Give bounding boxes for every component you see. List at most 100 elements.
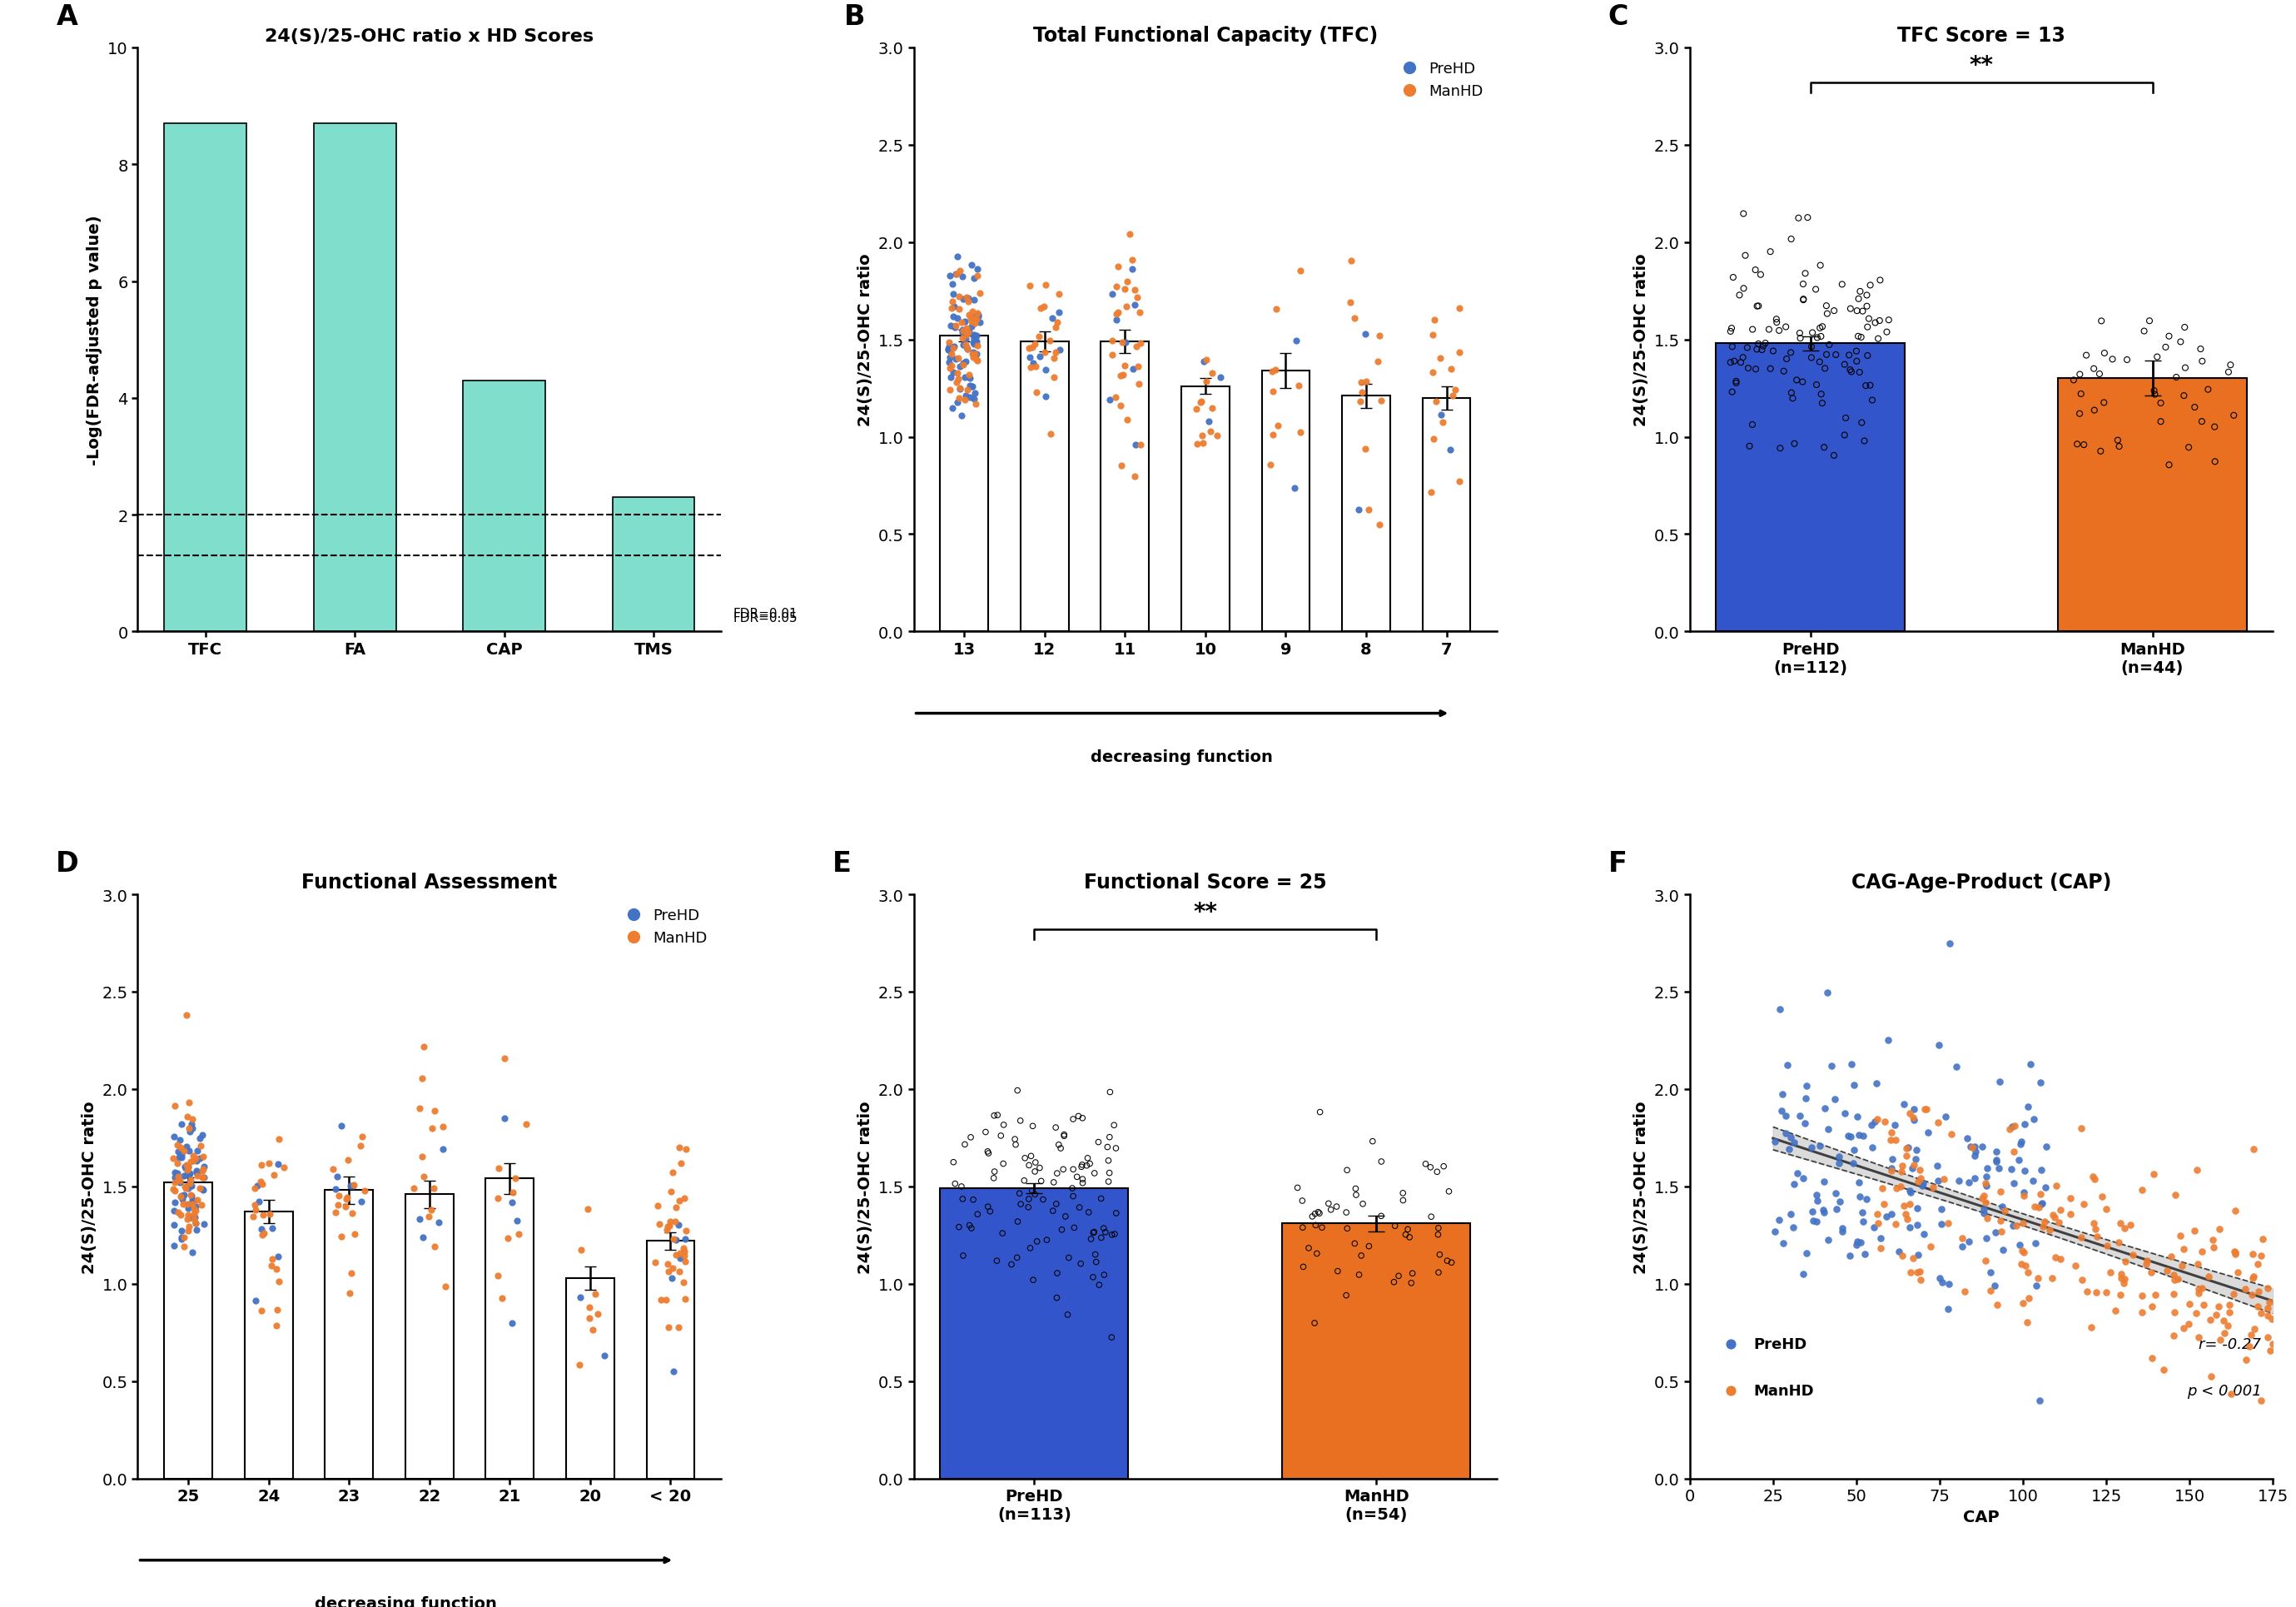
Point	[507, 1112, 544, 1138]
Point	[1713, 317, 1750, 342]
Point	[165, 1234, 202, 1260]
Point	[1019, 325, 1056, 350]
Point	[1848, 344, 1885, 370]
Point	[996, 1127, 1033, 1152]
Point	[181, 1176, 218, 1202]
Point	[420, 1210, 457, 1236]
Point	[174, 1147, 211, 1173]
Point	[2165, 1236, 2202, 1261]
Point	[2252, 1337, 2289, 1363]
Point	[1761, 435, 1798, 461]
Point	[1123, 432, 1159, 458]
Point	[1839, 349, 1876, 374]
Point	[967, 1120, 1003, 1146]
Point	[1086, 1261, 1123, 1287]
Point	[1761, 318, 1798, 344]
Point	[1885, 1152, 1922, 1178]
Point	[179, 1138, 216, 1163]
Point	[1015, 1114, 1052, 1139]
Point	[1899, 1138, 1936, 1163]
Point	[2025, 1213, 2062, 1239]
Point	[1279, 328, 1316, 354]
Point	[932, 313, 969, 339]
Point	[932, 365, 969, 391]
Point	[1896, 1107, 1933, 1133]
Point	[1091, 1168, 1127, 1194]
Point	[498, 1167, 535, 1192]
Point	[236, 1176, 273, 1202]
Point	[2195, 1228, 2232, 1253]
Point	[1035, 365, 1072, 391]
Point	[1070, 1146, 1107, 1172]
Point	[1802, 315, 1839, 341]
Point	[1097, 302, 1134, 328]
Point	[2177, 395, 2213, 421]
Point	[427, 1274, 464, 1300]
Point	[1075, 1265, 1111, 1290]
Point	[574, 1316, 611, 1342]
Point	[2218, 1197, 2255, 1223]
Point	[259, 1244, 296, 1270]
Point	[1793, 334, 1830, 360]
Point	[1832, 1242, 1869, 1268]
Point	[941, 1215, 978, 1241]
Point	[1802, 254, 1839, 280]
Point	[1187, 347, 1224, 373]
Point	[955, 346, 992, 371]
Bar	[1182, 387, 1228, 632]
Point	[2206, 1308, 2243, 1334]
Point	[1281, 373, 1318, 399]
Point	[2000, 1147, 2037, 1173]
Point	[1063, 1152, 1100, 1178]
Point	[156, 1233, 193, 1258]
Title: Total Functional Capacity (TFC): Total Functional Capacity (TFC)	[1033, 26, 1378, 45]
Point	[1054, 1107, 1091, 1133]
Point	[1867, 1109, 1903, 1135]
Point	[1915, 1175, 1952, 1200]
Point	[1952, 1133, 1988, 1159]
Point	[1118, 334, 1155, 360]
Point	[161, 1200, 197, 1226]
Point	[1391, 1225, 1428, 1250]
Point	[1968, 1170, 2004, 1196]
Point	[2128, 1249, 2165, 1274]
Point	[650, 1315, 687, 1340]
Point	[957, 304, 994, 329]
Point	[2073, 1315, 2110, 1340]
Point	[184, 1178, 220, 1204]
Point	[1970, 1155, 2007, 1181]
Point	[1821, 1151, 1857, 1176]
Point	[170, 1154, 207, 1180]
Point	[1006, 1168, 1042, 1194]
Point	[1878, 1176, 1915, 1202]
Point	[2027, 1175, 2064, 1200]
Point	[1091, 1080, 1127, 1106]
Point	[179, 1147, 216, 1173]
Point	[2062, 402, 2099, 427]
Point	[960, 1202, 996, 1228]
Point	[941, 386, 978, 411]
Point	[1056, 1215, 1093, 1241]
Point	[1348, 370, 1384, 395]
Point	[1956, 1133, 1993, 1159]
Point	[163, 1183, 200, 1208]
Point	[170, 1138, 207, 1163]
Point	[1722, 283, 1759, 309]
Point	[2250, 1295, 2287, 1321]
Point	[1304, 1215, 1341, 1241]
Point	[1345, 1191, 1382, 1216]
Point	[2101, 1229, 2138, 1255]
Point	[957, 307, 994, 333]
Point	[1901, 1157, 1938, 1183]
Point	[1981, 1069, 2018, 1094]
Point	[939, 346, 976, 371]
Point	[1844, 1199, 1880, 1225]
Point	[1860, 1106, 1896, 1131]
Point	[1713, 350, 1750, 376]
Point	[1986, 1197, 2023, 1223]
Point	[156, 1197, 193, 1223]
Point	[978, 1249, 1015, 1274]
Point	[2181, 337, 2218, 363]
Point	[1068, 1152, 1104, 1178]
Point	[951, 289, 987, 315]
